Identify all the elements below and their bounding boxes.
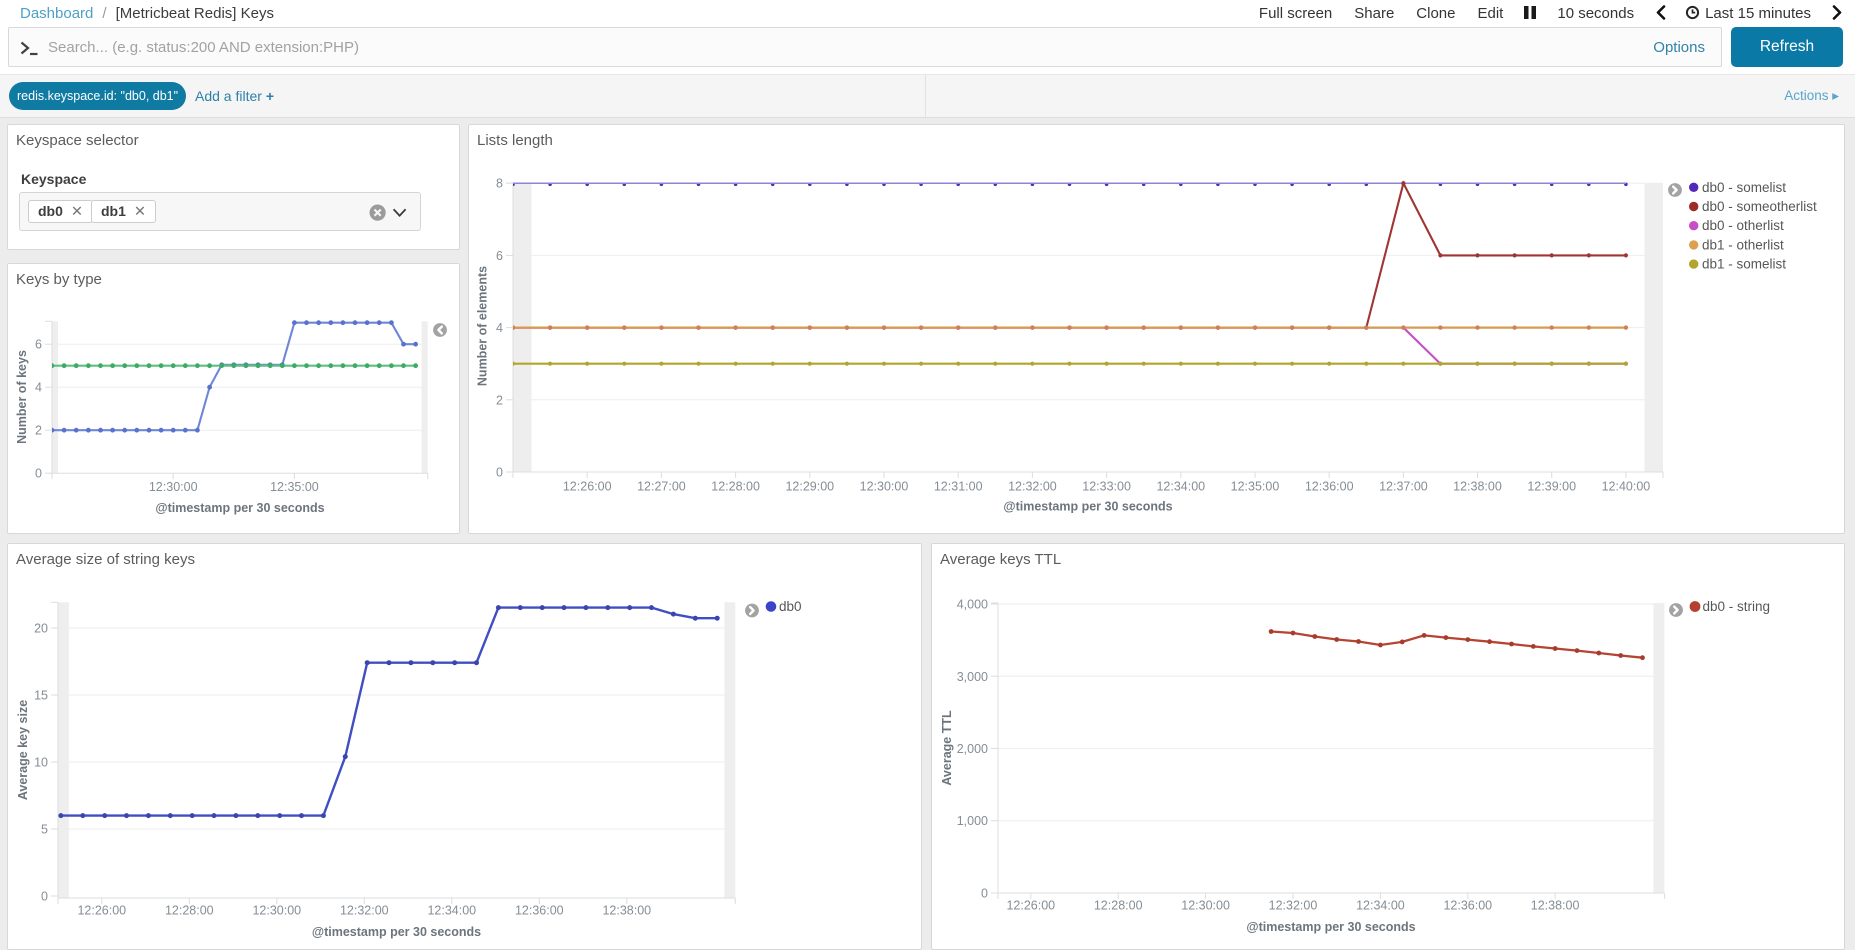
svg-text:12:32:00: 12:32:00 [1008,480,1057,494]
svg-text:4: 4 [35,381,42,395]
svg-text:db1 - somelist: db1 - somelist [1702,257,1786,272]
svg-text:6: 6 [35,338,42,352]
svg-text:12:26:00: 12:26:00 [563,480,612,494]
svg-text:3,000: 3,000 [957,670,988,684]
svg-text:0: 0 [35,467,42,481]
svg-text:12:35:00: 12:35:00 [1231,480,1280,494]
svg-text:10: 10 [34,756,48,770]
svg-text:12:32:00: 12:32:00 [1269,899,1318,913]
svg-text:12:30:00: 12:30:00 [860,480,909,494]
svg-text:6: 6 [496,249,503,263]
svg-text:20: 20 [34,622,48,636]
svg-text:15: 15 [34,689,48,703]
svg-text:0: 0 [41,890,48,904]
svg-text:db0: db0 [779,599,802,614]
svg-text:2: 2 [35,424,42,438]
svg-text:12:26:00: 12:26:00 [77,904,126,918]
svg-text:12:28:00: 12:28:00 [1094,899,1143,913]
svg-text:12:39:00: 12:39:00 [1527,480,1576,494]
svg-text:Number of keys: Number of keys [15,350,29,444]
svg-text:12:31:00: 12:31:00 [934,480,983,494]
svg-text:db1 - otherlist: db1 - otherlist [1702,237,1784,252]
svg-text:12:38:00: 12:38:00 [1453,480,1502,494]
svg-text:2: 2 [496,393,503,407]
svg-text:12:36:00: 12:36:00 [515,904,564,918]
svg-text:12:37:00: 12:37:00 [1379,480,1428,494]
svg-text:2,000: 2,000 [957,742,988,756]
svg-text:db0 - otherlist: db0 - otherlist [1702,218,1784,233]
svg-text:@timestamp per 30 seconds: @timestamp per 30 seconds [1246,920,1415,934]
svg-text:4: 4 [496,321,503,335]
svg-text:12:34:00: 12:34:00 [1356,899,1405,913]
svg-text:0: 0 [981,887,988,901]
svg-text:12:30:00: 12:30:00 [1181,899,1230,913]
svg-text:8: 8 [496,177,503,191]
svg-text:@timestamp per 30 seconds: @timestamp per 30 seconds [312,925,481,939]
svg-text:12:40:00: 12:40:00 [1602,480,1651,494]
svg-text:5: 5 [41,823,48,837]
svg-text:12:38:00: 12:38:00 [1531,899,1580,913]
svg-text:@timestamp per 30 seconds: @timestamp per 30 seconds [1003,500,1172,514]
svg-text:db0 - somelist: db0 - somelist [1702,180,1786,195]
svg-text:12:28:00: 12:28:00 [165,904,214,918]
svg-text:12:35:00: 12:35:00 [270,480,319,494]
svg-text:1,000: 1,000 [957,814,988,828]
svg-text:12:26:00: 12:26:00 [1006,899,1055,913]
svg-text:12:38:00: 12:38:00 [602,904,651,918]
svg-text:12:28:00: 12:28:00 [711,480,760,494]
svg-text:db0 - string: db0 - string [1703,599,1771,614]
svg-text:Average key size: Average key size [16,700,30,800]
svg-text:12:36:00: 12:36:00 [1443,899,1492,913]
svg-text:12:34:00: 12:34:00 [1156,480,1205,494]
svg-text:@timestamp per 30 seconds: @timestamp per 30 seconds [155,501,324,515]
svg-text:12:34:00: 12:34:00 [427,904,476,918]
svg-text:12:30:00: 12:30:00 [252,904,301,918]
svg-text:12:32:00: 12:32:00 [340,904,389,918]
svg-text:12:33:00: 12:33:00 [1082,480,1131,494]
svg-text:4,000: 4,000 [957,598,988,612]
svg-text:12:36:00: 12:36:00 [1305,480,1354,494]
svg-text:12:29:00: 12:29:00 [785,480,834,494]
svg-text:Average TTL: Average TTL [940,710,954,786]
svg-text:12:30:00: 12:30:00 [149,480,198,494]
svg-text:0: 0 [496,466,503,480]
svg-text:12:27:00: 12:27:00 [637,480,686,494]
svg-text:db0 - someotherlist: db0 - someotherlist [1702,199,1817,214]
svg-text:Number of elements: Number of elements [475,266,489,386]
